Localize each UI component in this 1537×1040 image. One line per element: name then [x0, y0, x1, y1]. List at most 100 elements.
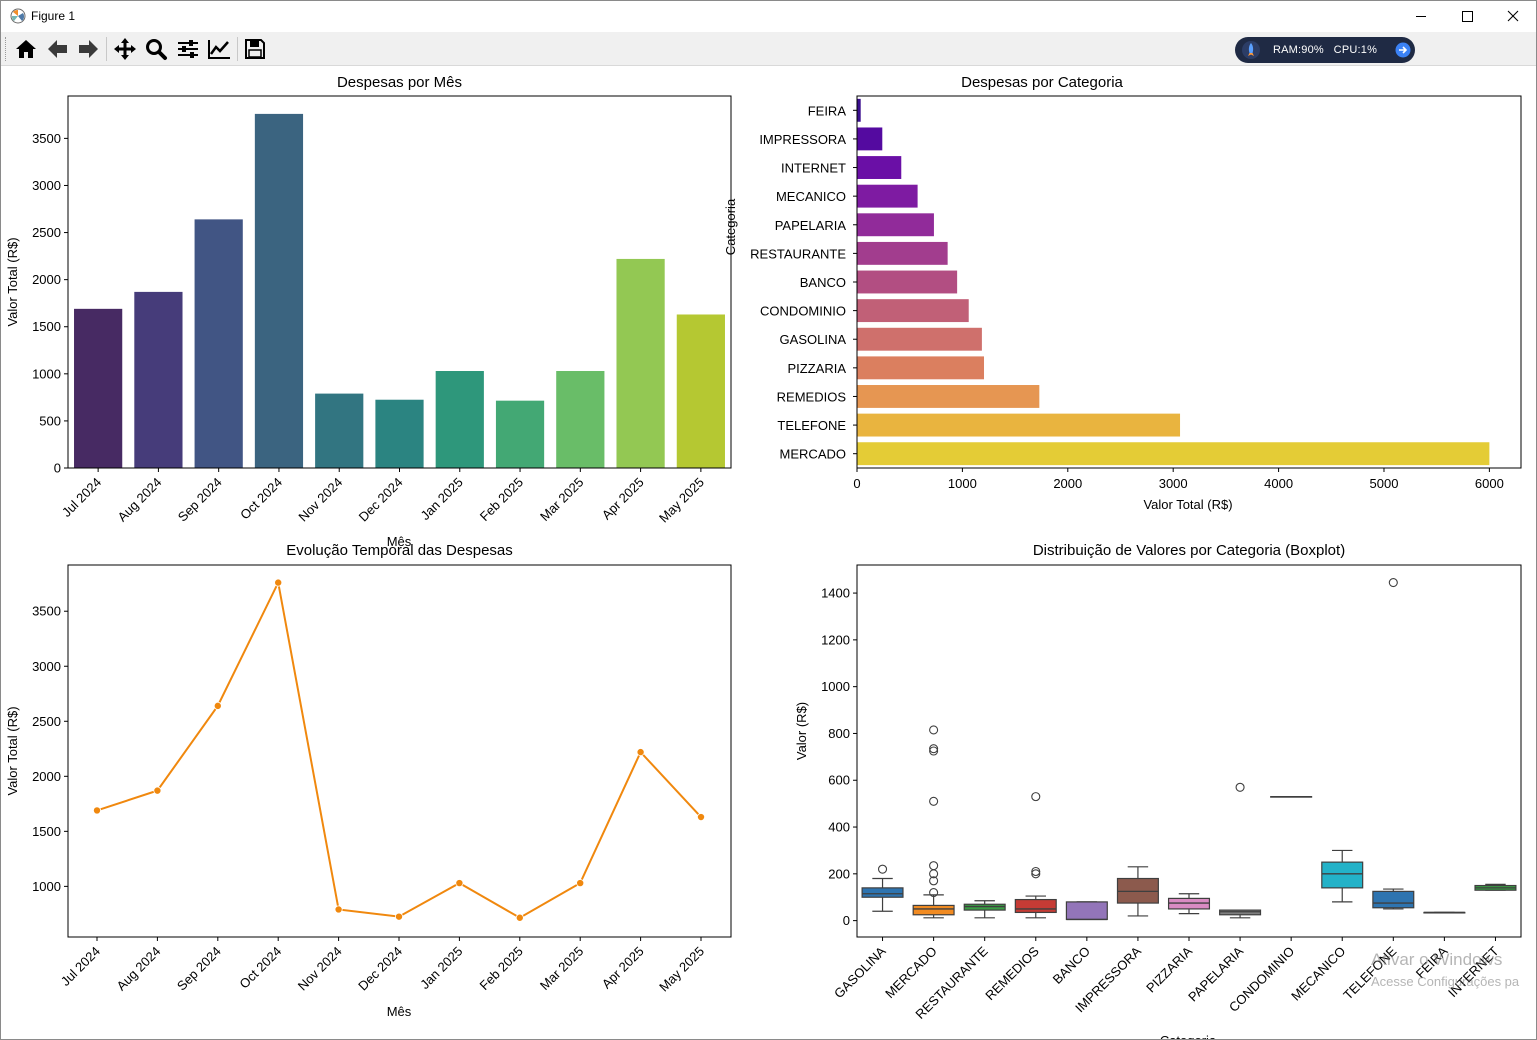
save-button[interactable]	[242, 37, 268, 61]
data-point	[636, 748, 645, 757]
y-tick-label: 800	[828, 726, 850, 741]
box-mercado	[912, 725, 955, 919]
x-tick-label: PIZZARIA	[1143, 943, 1195, 995]
toolbar-separator	[237, 37, 238, 61]
bar	[495, 400, 545, 468]
x-tick-label: 4000	[1264, 476, 1293, 491]
bar	[315, 393, 364, 468]
bar	[857, 184, 918, 208]
edit-axis-button[interactable]	[206, 37, 232, 61]
axes-frame	[856, 564, 1522, 938]
box-feira	[1423, 911, 1466, 914]
back-button[interactable]	[45, 37, 71, 61]
rocket-icon	[1242, 41, 1260, 59]
maximize-button[interactable]	[1444, 1, 1490, 32]
y-tick-label: 0	[843, 913, 850, 928]
y-tick-label: INTERNET	[781, 161, 846, 176]
x-tick-label: Nov 2024	[295, 944, 345, 994]
y-tick-label: REMEDIOS	[777, 389, 847, 404]
x-tick-label: REMEDIOS	[982, 943, 1042, 1003]
bar	[194, 219, 243, 468]
x-tick-label: Jan 2025	[417, 944, 465, 992]
zoom-button[interactable]	[143, 37, 169, 61]
outlier-point	[1235, 782, 1245, 792]
y-tick-label: 2500	[32, 714, 61, 729]
outlier-point	[929, 744, 939, 754]
bar	[857, 241, 948, 265]
y-tick-label: 200	[828, 866, 850, 881]
y-tick-label: CONDOMINIO	[760, 304, 846, 319]
arrow-right-circle-icon[interactable]	[1394, 41, 1412, 59]
x-tick-label: 1000	[948, 476, 977, 491]
box-gasolina	[861, 864, 904, 912]
box-mecanico	[1321, 849, 1364, 903]
navigation-toolbar: RAM:90% CPU:1%	[1, 32, 1536, 66]
x-tick-label: 3000	[1159, 476, 1188, 491]
y-tick-label: GASOLINA	[780, 332, 847, 347]
data-point	[213, 701, 222, 710]
bar	[616, 258, 665, 468]
chart-title: Despesas por Mês	[337, 74, 462, 91]
windows-activation-watermark: Ativar o Windows	[1371, 950, 1503, 969]
x-tick-label: BANCO	[1050, 944, 1093, 987]
home-icon	[16, 40, 36, 58]
data-point	[697, 813, 706, 822]
y-tick-label: BANCO	[800, 275, 846, 290]
floppy-icon	[245, 39, 265, 59]
forward-button[interactable]	[75, 37, 101, 61]
y-tick-label: FEIRA	[808, 103, 847, 118]
x-tick-label: Dec 2024	[355, 944, 405, 994]
bar	[857, 98, 861, 122]
y-tick-label: 600	[828, 773, 850, 788]
outlier-point	[929, 746, 939, 756]
data-point	[274, 578, 283, 587]
box	[861, 887, 904, 898]
home-button[interactable]	[13, 37, 39, 61]
close-button[interactable]	[1490, 1, 1536, 32]
y-tick-label: 0	[54, 461, 61, 476]
bar	[556, 370, 605, 468]
y-tick-label: 400	[828, 820, 850, 835]
x-tick-label: May 2025	[656, 944, 707, 995]
y-axis-label: Categoria	[723, 198, 738, 255]
outlier-point	[1031, 792, 1041, 802]
x-axis-label: Mês	[387, 1004, 412, 1019]
toolbar-grip[interactable]	[5, 37, 8, 61]
x-tick-label: Jul 2024	[59, 475, 104, 520]
x-tick-label: Jul 2024	[58, 944, 103, 989]
x-tick-label: Oct 2024	[236, 944, 284, 992]
y-axis-label: Valor (R$)	[794, 702, 809, 760]
x-tick-label: MECANICO	[1288, 944, 1348, 1004]
sliders-icon	[178, 40, 198, 58]
bar	[375, 399, 424, 468]
outlier-point	[929, 796, 939, 806]
y-tick-label: 500	[39, 413, 61, 428]
box	[1372, 890, 1415, 909]
bar	[857, 413, 1181, 437]
x-tick-label: 2000	[1053, 476, 1082, 491]
pan-button[interactable]	[112, 37, 138, 61]
x-tick-label: Feb 2025	[476, 944, 525, 993]
bar-chart-category: Despesas por Categoria Valor Total (R$) Ca…	[723, 74, 1522, 512]
matplotlib-logo-icon	[10, 8, 26, 24]
x-tick-label: Mar 2025	[537, 944, 586, 993]
y-tick-label: 3000	[32, 178, 61, 193]
configure-subplots-button[interactable]	[175, 37, 201, 61]
toolbar-separator	[106, 37, 107, 61]
series-line	[96, 579, 702, 919]
window-title: Figure 1	[31, 9, 76, 23]
figure-canvas[interactable]: Despesas por Mês Mês Valor Total (R$) Jul 2…	[1, 66, 1536, 1039]
bar	[857, 327, 982, 351]
bar	[857, 156, 902, 179]
y-tick-label: 1400	[821, 586, 850, 601]
y-tick-label: 3500	[32, 131, 61, 146]
x-tick-label: Apr 2025	[599, 475, 647, 523]
minimize-button[interactable]	[1398, 1, 1444, 32]
minimize-icon	[1416, 16, 1426, 17]
box-remedios	[1014, 792, 1057, 919]
data-point	[394, 912, 403, 921]
performance-widget[interactable]: RAM:90% CPU:1%	[1235, 37, 1415, 63]
outlier-point	[929, 887, 939, 898]
arrow-right-icon	[79, 40, 98, 58]
